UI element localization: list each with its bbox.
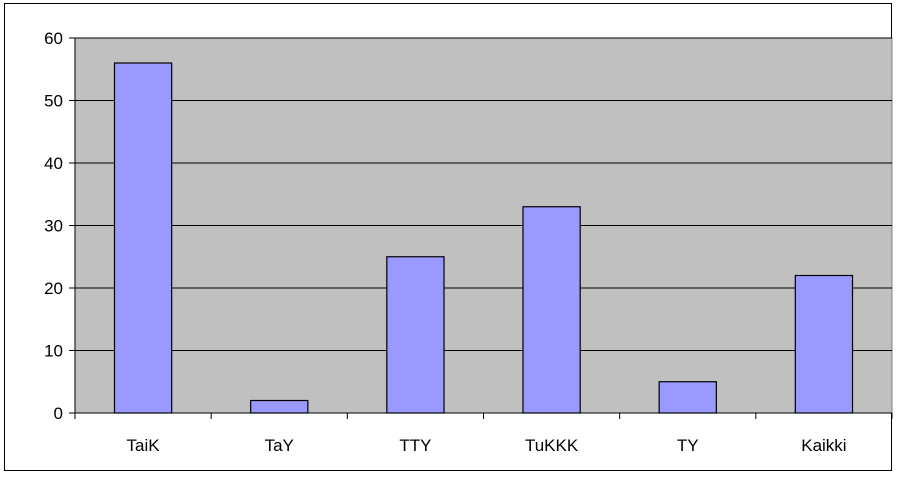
x-tick-label: TaiK	[127, 436, 161, 455]
bar-tay	[250, 399, 309, 414]
y-tick-label: 50	[44, 92, 63, 111]
bar-ty	[658, 381, 717, 414]
y-tick-label: 60	[44, 29, 63, 48]
y-tick-label: 20	[44, 279, 63, 298]
x-tick-label: Kaikki	[801, 436, 846, 455]
bar-tukkk	[522, 206, 581, 414]
bar-taik	[113, 62, 173, 414]
x-tick-label: TaY	[265, 436, 294, 455]
x-tick-label: TuKKK	[525, 436, 579, 455]
y-tick-label: 30	[44, 217, 63, 236]
x-tick-label: TY	[677, 436, 699, 455]
bar-kaikki	[794, 274, 854, 414]
bar-tty	[386, 256, 445, 414]
y-tick-label: 40	[44, 154, 63, 173]
x-tick-label: TTY	[399, 436, 431, 455]
y-tick-label: 0	[54, 404, 63, 423]
y-tick-label: 10	[44, 342, 63, 361]
